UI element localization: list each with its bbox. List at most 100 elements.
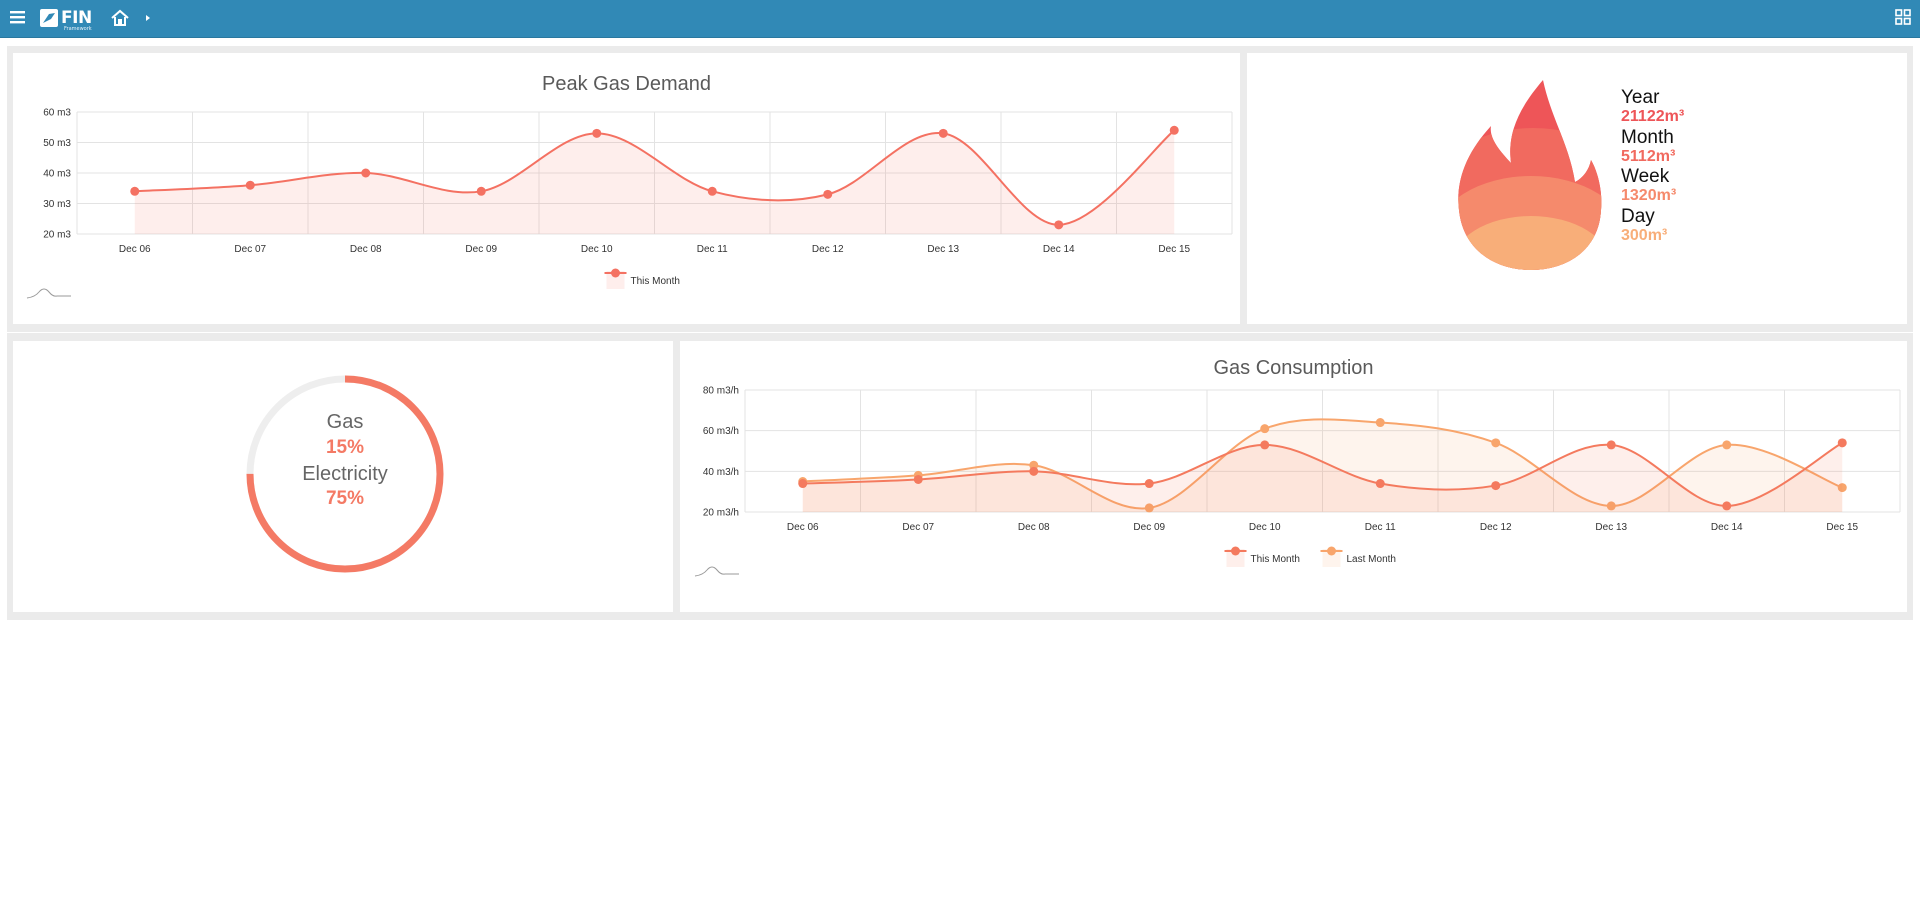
data-point <box>1169 125 1179 135</box>
ring-progress <box>246 375 444 573</box>
legend-swatch <box>606 271 625 289</box>
data-point <box>823 189 833 199</box>
x-tick-label: Dec 10 <box>1249 522 1281 533</box>
app-logo[interactable]: FIN Framework <box>40 7 92 32</box>
data-point <box>1144 479 1154 489</box>
data-point <box>130 186 140 196</box>
logo-mark-icon <box>40 9 58 27</box>
month-value: 5112m³ <box>1621 148 1676 165</box>
y-tick-label: 60 m3 <box>43 108 71 119</box>
data-point <box>1260 440 1270 450</box>
peak-gas-demand-chart: 20 m3 30 m3 40 m3 50 m3 60 m3 Dec 06 Dec 07 Dec… <box>26 108 1233 299</box>
legend-marker <box>1231 546 1240 556</box>
series-area <box>802 419 1843 512</box>
data-point <box>1375 418 1385 428</box>
dashboard-row-2: Gas 15% Electricity 75% Gas Consumption … <box>7 333 1913 620</box>
data-point <box>1606 501 1616 511</box>
x-tick-label: Dec 11 <box>1365 522 1396 533</box>
y-tick-label: 50 m3 <box>43 138 71 149</box>
data-point <box>1375 479 1385 489</box>
legend-label: This Month <box>1251 554 1300 565</box>
data-point <box>361 168 371 178</box>
data-point <box>938 128 948 138</box>
legend-swatch <box>1226 549 1245 567</box>
home-icon[interactable] <box>109 7 131 29</box>
legend-label: Last Month <box>1347 554 1396 565</box>
year-value: 21122m³ <box>1621 108 1685 125</box>
electricity-value: 75% <box>325 488 365 509</box>
month-label: Month <box>1621 127 1674 148</box>
data-point <box>1722 501 1732 511</box>
logo-subtext: Framework <box>64 26 92 32</box>
x-tick-label: Dec 06 <box>119 244 151 255</box>
gas-consumption-chart: 20 m3/h 40 m3/h 60 m3/h 80 m3/h Dec 06 Dec 07… <box>694 386 1901 577</box>
day-label: Day <box>1621 206 1655 227</box>
series-area <box>134 130 1175 234</box>
x-tick-label: Dec 09 <box>1133 522 1165 533</box>
dashboard-row-1: Peak Gas Demand 20 m3 30 m3 40 m3 50 m3 60 m… <box>7 46 1913 332</box>
peak-gas-demand-title: Peak Gas Demand <box>542 73 711 95</box>
legend-swatch <box>1322 549 1341 567</box>
x-tick-label: Dec 14 <box>1043 244 1075 255</box>
y-tick-label: 40 m3 <box>43 169 71 180</box>
caret-right-icon[interactable] <box>143 11 153 25</box>
year-label: Year <box>1621 87 1660 108</box>
x-tick-label: Dec 15 <box>1158 244 1190 255</box>
y-tick-label: 80 m3/h <box>703 386 739 397</box>
gas-totals-panel: Year 21122m³ Month 5112m³ Week 1320m³ Da… <box>1247 53 1907 324</box>
legend-label: This Month <box>631 276 680 287</box>
grid-icon[interactable] <box>1894 8 1912 26</box>
x-tick-label: Dec 13 <box>927 244 959 255</box>
data-point <box>1837 438 1847 448</box>
gas-value: 15% <box>325 437 365 458</box>
x-tick-label: Dec 10 <box>581 244 613 255</box>
x-tick-label: Dec 08 <box>1018 522 1050 533</box>
data-point <box>1606 440 1616 450</box>
x-tick-label: Dec 07 <box>902 522 934 533</box>
gas-consumption-title: Gas Consumption <box>1213 357 1374 379</box>
x-tick-label: Dec 06 <box>787 522 819 533</box>
flame-icon <box>1458 80 1602 270</box>
data-point <box>476 186 486 196</box>
menu-icon[interactable] <box>8 7 28 27</box>
x-tick-label: Dec 15 <box>1826 522 1858 533</box>
electricity-label: Electricity <box>302 463 388 485</box>
data-point <box>1491 438 1501 448</box>
gas-label: Gas <box>326 411 364 433</box>
x-tick-label: Dec 09 <box>465 244 497 255</box>
week-value: 1320m³ <box>1621 187 1677 204</box>
data-point <box>1029 466 1039 476</box>
series-line <box>134 129 1175 226</box>
y-tick-label: 60 m3/h <box>703 426 739 437</box>
chart-type-icon <box>26 288 71 299</box>
data-point <box>1260 424 1270 434</box>
x-tick-label: Dec 11 <box>697 244 728 255</box>
peak-gas-demand-panel: Peak Gas Demand 20 m3 30 m3 40 m3 50 m3 60 m… <box>13 53 1240 324</box>
gas-consumption-panel: Gas Consumption 20 m3/h 40 m3/h 60 m3/h 80 … <box>680 341 1907 612</box>
data-point <box>1144 503 1154 513</box>
x-tick-label: Dec 13 <box>1595 522 1627 533</box>
legend-marker <box>1327 546 1336 556</box>
week-label: Week <box>1621 166 1670 187</box>
day-value: 300m³ <box>1621 227 1668 244</box>
data-point <box>1722 440 1732 450</box>
data-point <box>592 128 602 138</box>
data-point <box>707 186 717 196</box>
chart-type-icon <box>694 566 739 577</box>
energy-share-ring <box>246 375 444 573</box>
x-tick-label: Dec 12 <box>1480 522 1512 533</box>
x-tick-label: Dec 12 <box>812 244 844 255</box>
series-line <box>802 441 1843 507</box>
x-tick-label: Dec 08 <box>350 244 382 255</box>
data-point <box>913 474 923 484</box>
data-point <box>245 180 255 190</box>
energy-share-panel: Gas 15% Electricity 75% <box>13 341 673 612</box>
y-tick-label: 20 m3/h <box>703 508 739 519</box>
series-line <box>802 418 1843 510</box>
x-tick-label: Dec 07 <box>234 244 266 255</box>
top-bar: FIN Framework <box>0 0 1920 38</box>
data-point <box>1054 220 1064 230</box>
data-point <box>1491 481 1501 491</box>
series-area <box>802 442 1843 512</box>
data-point <box>1837 483 1847 493</box>
